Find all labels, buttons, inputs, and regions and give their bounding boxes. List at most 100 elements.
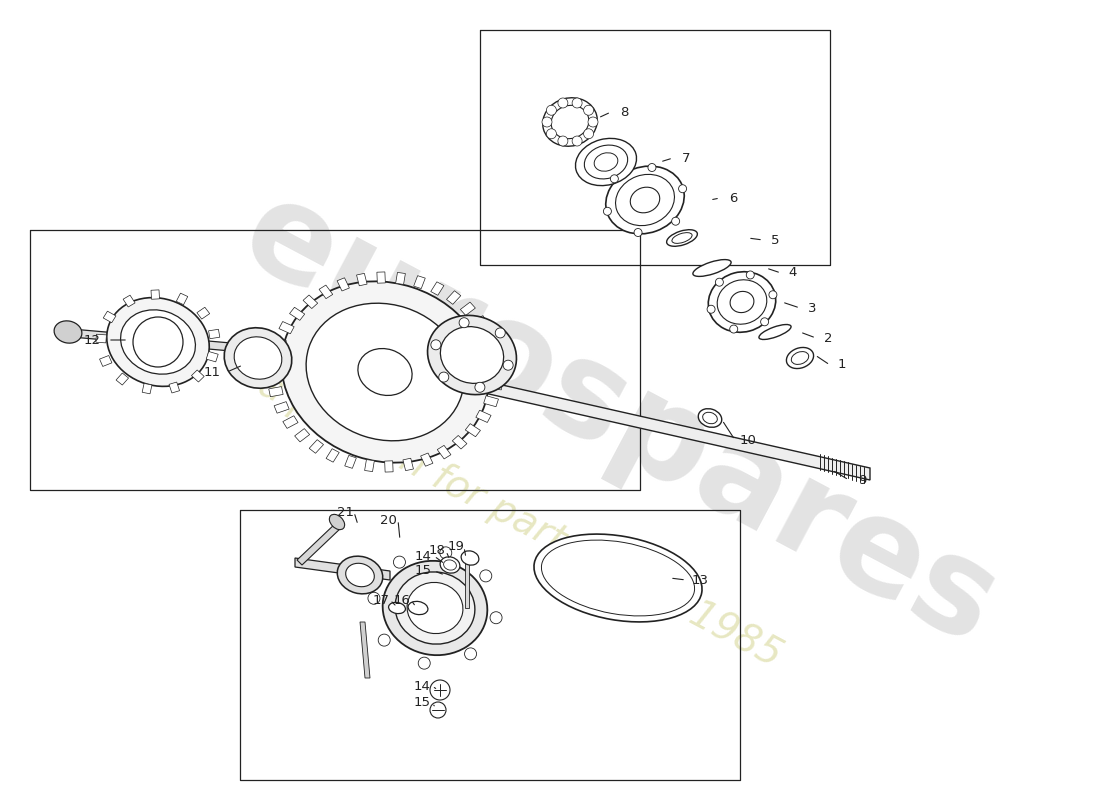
Ellipse shape xyxy=(234,337,282,379)
Polygon shape xyxy=(431,282,444,295)
Ellipse shape xyxy=(672,233,692,243)
Polygon shape xyxy=(396,273,406,285)
Polygon shape xyxy=(420,453,433,466)
Ellipse shape xyxy=(606,166,684,234)
Ellipse shape xyxy=(224,328,292,388)
Polygon shape xyxy=(487,347,502,358)
Polygon shape xyxy=(304,295,318,309)
Ellipse shape xyxy=(584,145,628,179)
Polygon shape xyxy=(403,458,414,470)
Circle shape xyxy=(584,129,594,138)
Text: eurospares: eurospares xyxy=(222,168,1019,672)
Polygon shape xyxy=(176,293,188,305)
Polygon shape xyxy=(488,381,503,390)
Text: 13: 13 xyxy=(692,574,708,586)
Ellipse shape xyxy=(594,153,618,171)
Ellipse shape xyxy=(667,230,697,246)
Polygon shape xyxy=(472,316,487,328)
Circle shape xyxy=(634,229,642,237)
Ellipse shape xyxy=(440,557,460,573)
Circle shape xyxy=(672,218,680,226)
Polygon shape xyxy=(484,396,498,406)
Text: 1: 1 xyxy=(838,358,846,371)
Polygon shape xyxy=(272,338,286,348)
Circle shape xyxy=(679,185,686,193)
Text: 21: 21 xyxy=(337,506,353,518)
Circle shape xyxy=(707,306,715,314)
Text: 14: 14 xyxy=(415,550,431,562)
Polygon shape xyxy=(191,370,205,382)
Text: 19: 19 xyxy=(448,541,464,554)
Ellipse shape xyxy=(575,138,637,186)
Polygon shape xyxy=(289,307,305,320)
Ellipse shape xyxy=(395,572,475,644)
Polygon shape xyxy=(279,322,294,334)
Ellipse shape xyxy=(428,315,517,394)
Ellipse shape xyxy=(338,556,383,594)
Polygon shape xyxy=(274,402,289,413)
Text: 15: 15 xyxy=(414,697,430,710)
Ellipse shape xyxy=(551,106,588,138)
Polygon shape xyxy=(283,416,298,428)
Text: 10: 10 xyxy=(739,434,757,446)
Text: 7: 7 xyxy=(682,151,691,165)
Circle shape xyxy=(431,340,441,350)
Polygon shape xyxy=(151,290,160,299)
Circle shape xyxy=(430,680,450,700)
Polygon shape xyxy=(481,331,496,342)
Ellipse shape xyxy=(542,98,597,146)
Ellipse shape xyxy=(461,551,478,565)
Circle shape xyxy=(572,98,582,108)
Ellipse shape xyxy=(630,187,660,213)
Polygon shape xyxy=(267,354,282,363)
Ellipse shape xyxy=(791,351,808,365)
Circle shape xyxy=(367,592,380,604)
Circle shape xyxy=(715,278,724,286)
Polygon shape xyxy=(268,386,283,397)
Circle shape xyxy=(491,612,502,624)
Polygon shape xyxy=(360,622,370,678)
Polygon shape xyxy=(209,330,220,338)
Ellipse shape xyxy=(693,259,732,277)
Circle shape xyxy=(558,136,568,146)
Ellipse shape xyxy=(388,602,406,614)
Ellipse shape xyxy=(541,540,694,616)
Ellipse shape xyxy=(534,534,702,622)
Polygon shape xyxy=(414,276,426,289)
Ellipse shape xyxy=(759,325,791,339)
Circle shape xyxy=(610,174,618,182)
Ellipse shape xyxy=(306,303,464,441)
Ellipse shape xyxy=(717,280,767,324)
Polygon shape xyxy=(297,522,342,565)
Ellipse shape xyxy=(786,347,814,369)
Circle shape xyxy=(464,648,476,660)
Ellipse shape xyxy=(383,561,487,655)
Circle shape xyxy=(480,570,492,582)
Text: 15: 15 xyxy=(415,565,431,578)
Polygon shape xyxy=(447,290,461,304)
Ellipse shape xyxy=(703,412,717,424)
Text: 8: 8 xyxy=(619,106,628,118)
Polygon shape xyxy=(337,278,350,291)
Ellipse shape xyxy=(698,409,722,427)
Polygon shape xyxy=(437,446,451,459)
Circle shape xyxy=(729,325,738,333)
Ellipse shape xyxy=(121,310,196,374)
Circle shape xyxy=(558,98,568,108)
Circle shape xyxy=(572,136,582,146)
Ellipse shape xyxy=(443,560,456,570)
Polygon shape xyxy=(309,440,323,454)
Circle shape xyxy=(378,634,390,646)
Polygon shape xyxy=(123,295,135,307)
Text: 12: 12 xyxy=(84,334,100,346)
Polygon shape xyxy=(295,429,309,442)
Circle shape xyxy=(459,318,469,328)
Polygon shape xyxy=(295,558,390,580)
Circle shape xyxy=(439,372,449,382)
Text: 16: 16 xyxy=(394,594,410,606)
Polygon shape xyxy=(452,435,466,449)
Circle shape xyxy=(440,547,452,559)
Polygon shape xyxy=(319,285,333,298)
Circle shape xyxy=(547,106,557,115)
Polygon shape xyxy=(169,382,179,393)
